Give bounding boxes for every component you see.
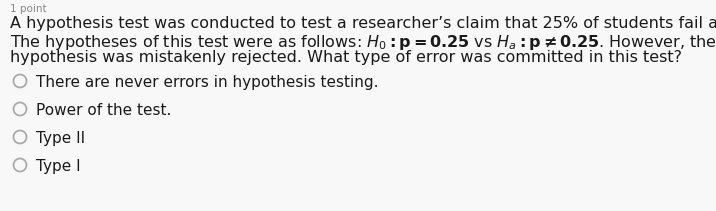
- Text: A hypothesis test was conducted to test a researcher’s claim that 25% of student: A hypothesis test was conducted to test …: [10, 16, 716, 31]
- Text: Type II: Type II: [36, 131, 85, 146]
- Text: hypothesis was mistakenly rejected. What type of error was committed in this tes: hypothesis was mistakenly rejected. What…: [10, 50, 682, 65]
- Text: There are never errors in hypothesis testing.: There are never errors in hypothesis tes…: [36, 75, 379, 90]
- Text: Power of the test.: Power of the test.: [36, 103, 171, 118]
- Text: Type I: Type I: [36, 159, 81, 174]
- Text: 1 point: 1 point: [10, 4, 47, 14]
- Text: The hypotheses of this test were as follows: $\bf{\it{H}_0}$$\bf{:p=0.25}$ vs $\: The hypotheses of this test were as foll…: [10, 33, 716, 52]
